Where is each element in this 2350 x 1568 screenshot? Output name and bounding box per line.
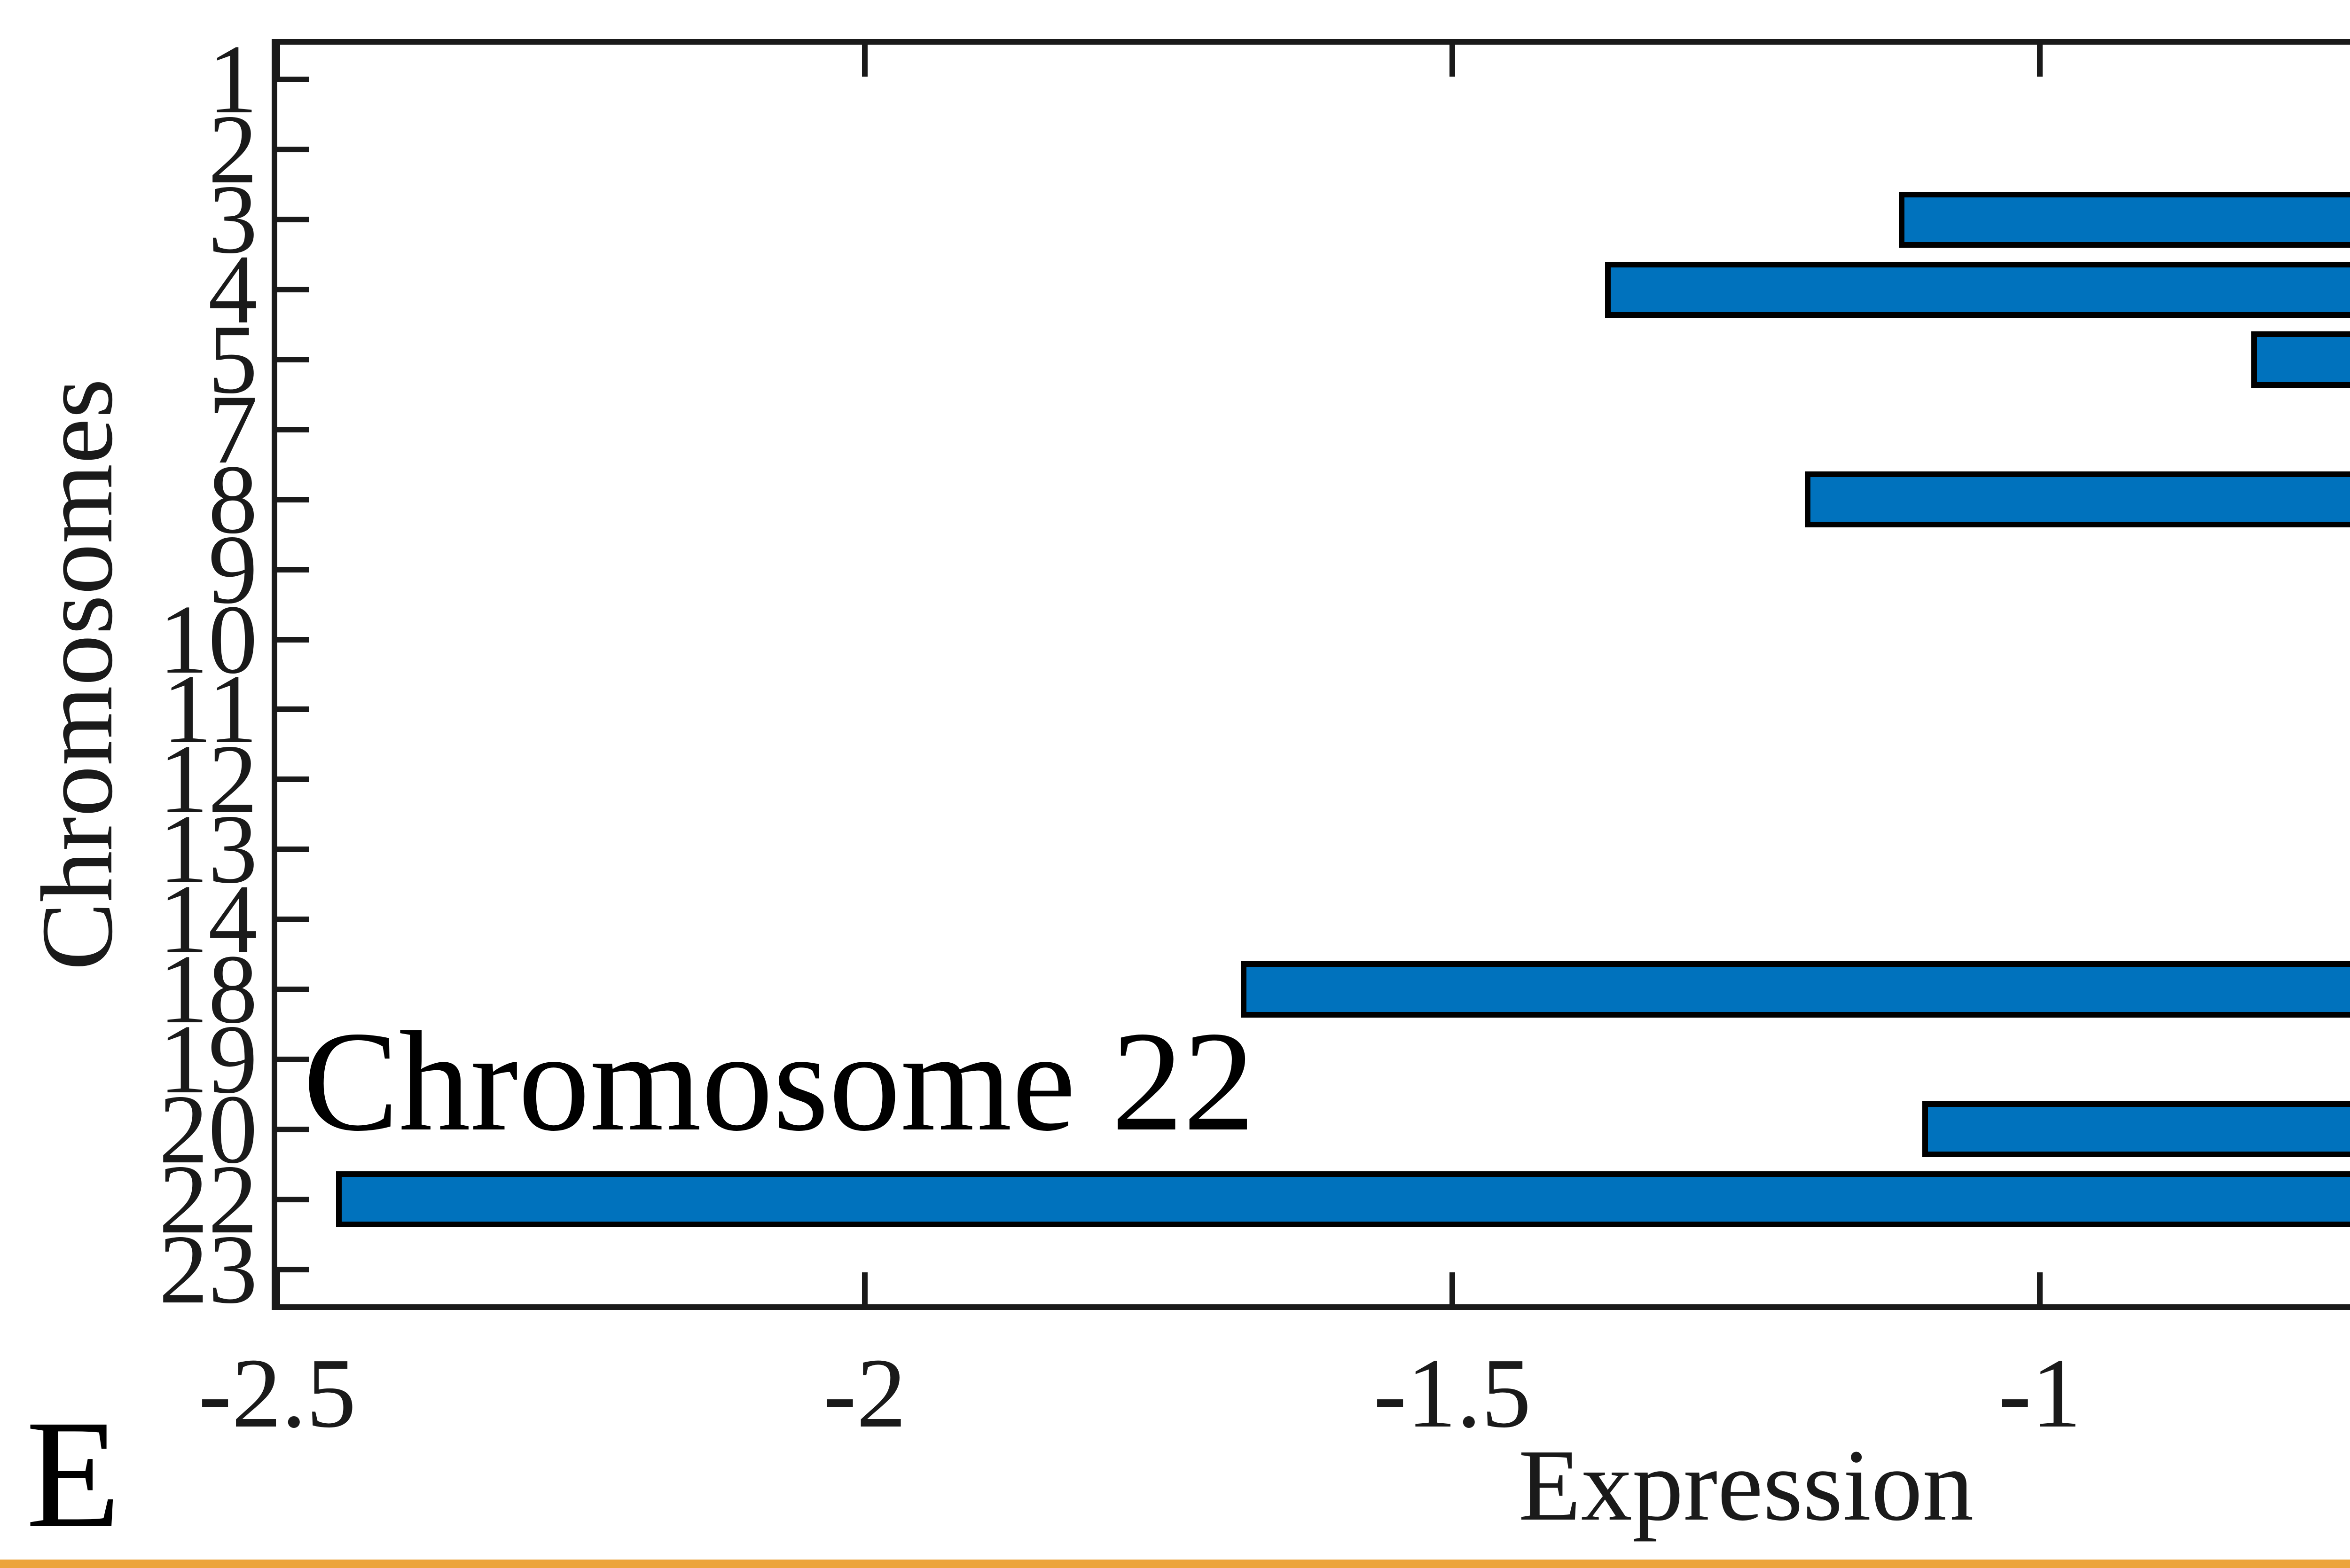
y-tick-label-23: 23 bbox=[159, 1215, 258, 1324]
bar-chromosome-5 bbox=[2251, 331, 2350, 388]
y-tick-left-8 bbox=[277, 496, 309, 502]
y-tick-label-11: 11 bbox=[162, 655, 258, 764]
x-tick-label--2.5: -2.5 bbox=[198, 1338, 356, 1448]
y-tick-label-9: 9 bbox=[208, 515, 258, 624]
y-tick-left-2 bbox=[277, 147, 309, 153]
y-tick-label-12: 12 bbox=[159, 725, 258, 834]
x-tick-label--1: -1 bbox=[1998, 1338, 2082, 1448]
y-tick-left-14 bbox=[277, 917, 309, 923]
x-tick-top--2 bbox=[862, 45, 868, 77]
y-tick-left-4 bbox=[277, 287, 309, 293]
bar-chromosome-20 bbox=[1922, 1101, 2350, 1158]
bar-chromosome-18 bbox=[1241, 961, 2350, 1018]
y-tick-left-3 bbox=[277, 217, 309, 223]
bottom-edge-strip bbox=[0, 1560, 2350, 1568]
x-tick-top--2.5 bbox=[274, 45, 280, 77]
y-tick-label-22: 22 bbox=[159, 1145, 258, 1254]
x-tick-bottom--1 bbox=[2037, 1272, 2043, 1304]
bar-chromosome-22 bbox=[336, 1171, 2350, 1228]
y-tick-label-10: 10 bbox=[159, 585, 258, 694]
y-tick-label-5: 5 bbox=[208, 305, 258, 414]
y-tick-left-9 bbox=[277, 566, 309, 572]
bar-chromosome-4 bbox=[1605, 261, 2350, 318]
bar-chromosome-8 bbox=[1805, 471, 2350, 528]
y-tick-label-19: 19 bbox=[159, 1004, 258, 1114]
x-tick-bottom--2.5 bbox=[274, 1272, 280, 1304]
y-tick-left-1 bbox=[277, 77, 309, 83]
panel-label: E bbox=[26, 1388, 121, 1560]
y-tick-left-11 bbox=[277, 706, 309, 713]
y-tick-left-12 bbox=[277, 776, 309, 783]
plot-area bbox=[272, 39, 2350, 1310]
y-tick-label-8: 8 bbox=[208, 445, 258, 554]
y-tick-label-14: 14 bbox=[159, 865, 258, 974]
y-tick-left-19 bbox=[277, 1056, 309, 1062]
y-tick-left-5 bbox=[277, 357, 309, 362]
y-tick-left-10 bbox=[277, 636, 309, 643]
y-tick-label-2: 2 bbox=[208, 95, 258, 204]
y-tick-left-13 bbox=[277, 847, 309, 853]
bar-chromosome-3 bbox=[1899, 191, 2350, 248]
y-tick-label-20: 20 bbox=[159, 1074, 258, 1184]
y-tick-left-22 bbox=[277, 1196, 309, 1202]
x-tick-bottom--1.5 bbox=[1449, 1272, 1455, 1304]
y-tick-left-23 bbox=[277, 1266, 309, 1272]
x-axis-title: Expression bbox=[1518, 1429, 1974, 1542]
y-tick-label-18: 18 bbox=[159, 935, 258, 1044]
y-tick-label-4: 4 bbox=[208, 235, 258, 345]
x-tick-label--1.5: -1.5 bbox=[1373, 1338, 1531, 1448]
y-tick-left-7 bbox=[277, 426, 309, 432]
x-tick-top--1.5 bbox=[1449, 45, 1455, 77]
y-tick-left-20 bbox=[277, 1126, 309, 1132]
y-tick-label-13: 13 bbox=[159, 795, 258, 904]
y-tick-label-3: 3 bbox=[208, 165, 258, 274]
annotation-chromosome-22: Chromosome 22 bbox=[303, 1002, 1255, 1160]
y-tick-label-7: 7 bbox=[208, 375, 258, 484]
x-tick-label--2: -2 bbox=[823, 1338, 907, 1448]
x-tick-top--1 bbox=[2037, 45, 2043, 77]
x-tick-bottom--2 bbox=[862, 1272, 868, 1304]
y-tick-label-1: 1 bbox=[208, 25, 258, 134]
y-tick-left-18 bbox=[277, 987, 309, 992]
